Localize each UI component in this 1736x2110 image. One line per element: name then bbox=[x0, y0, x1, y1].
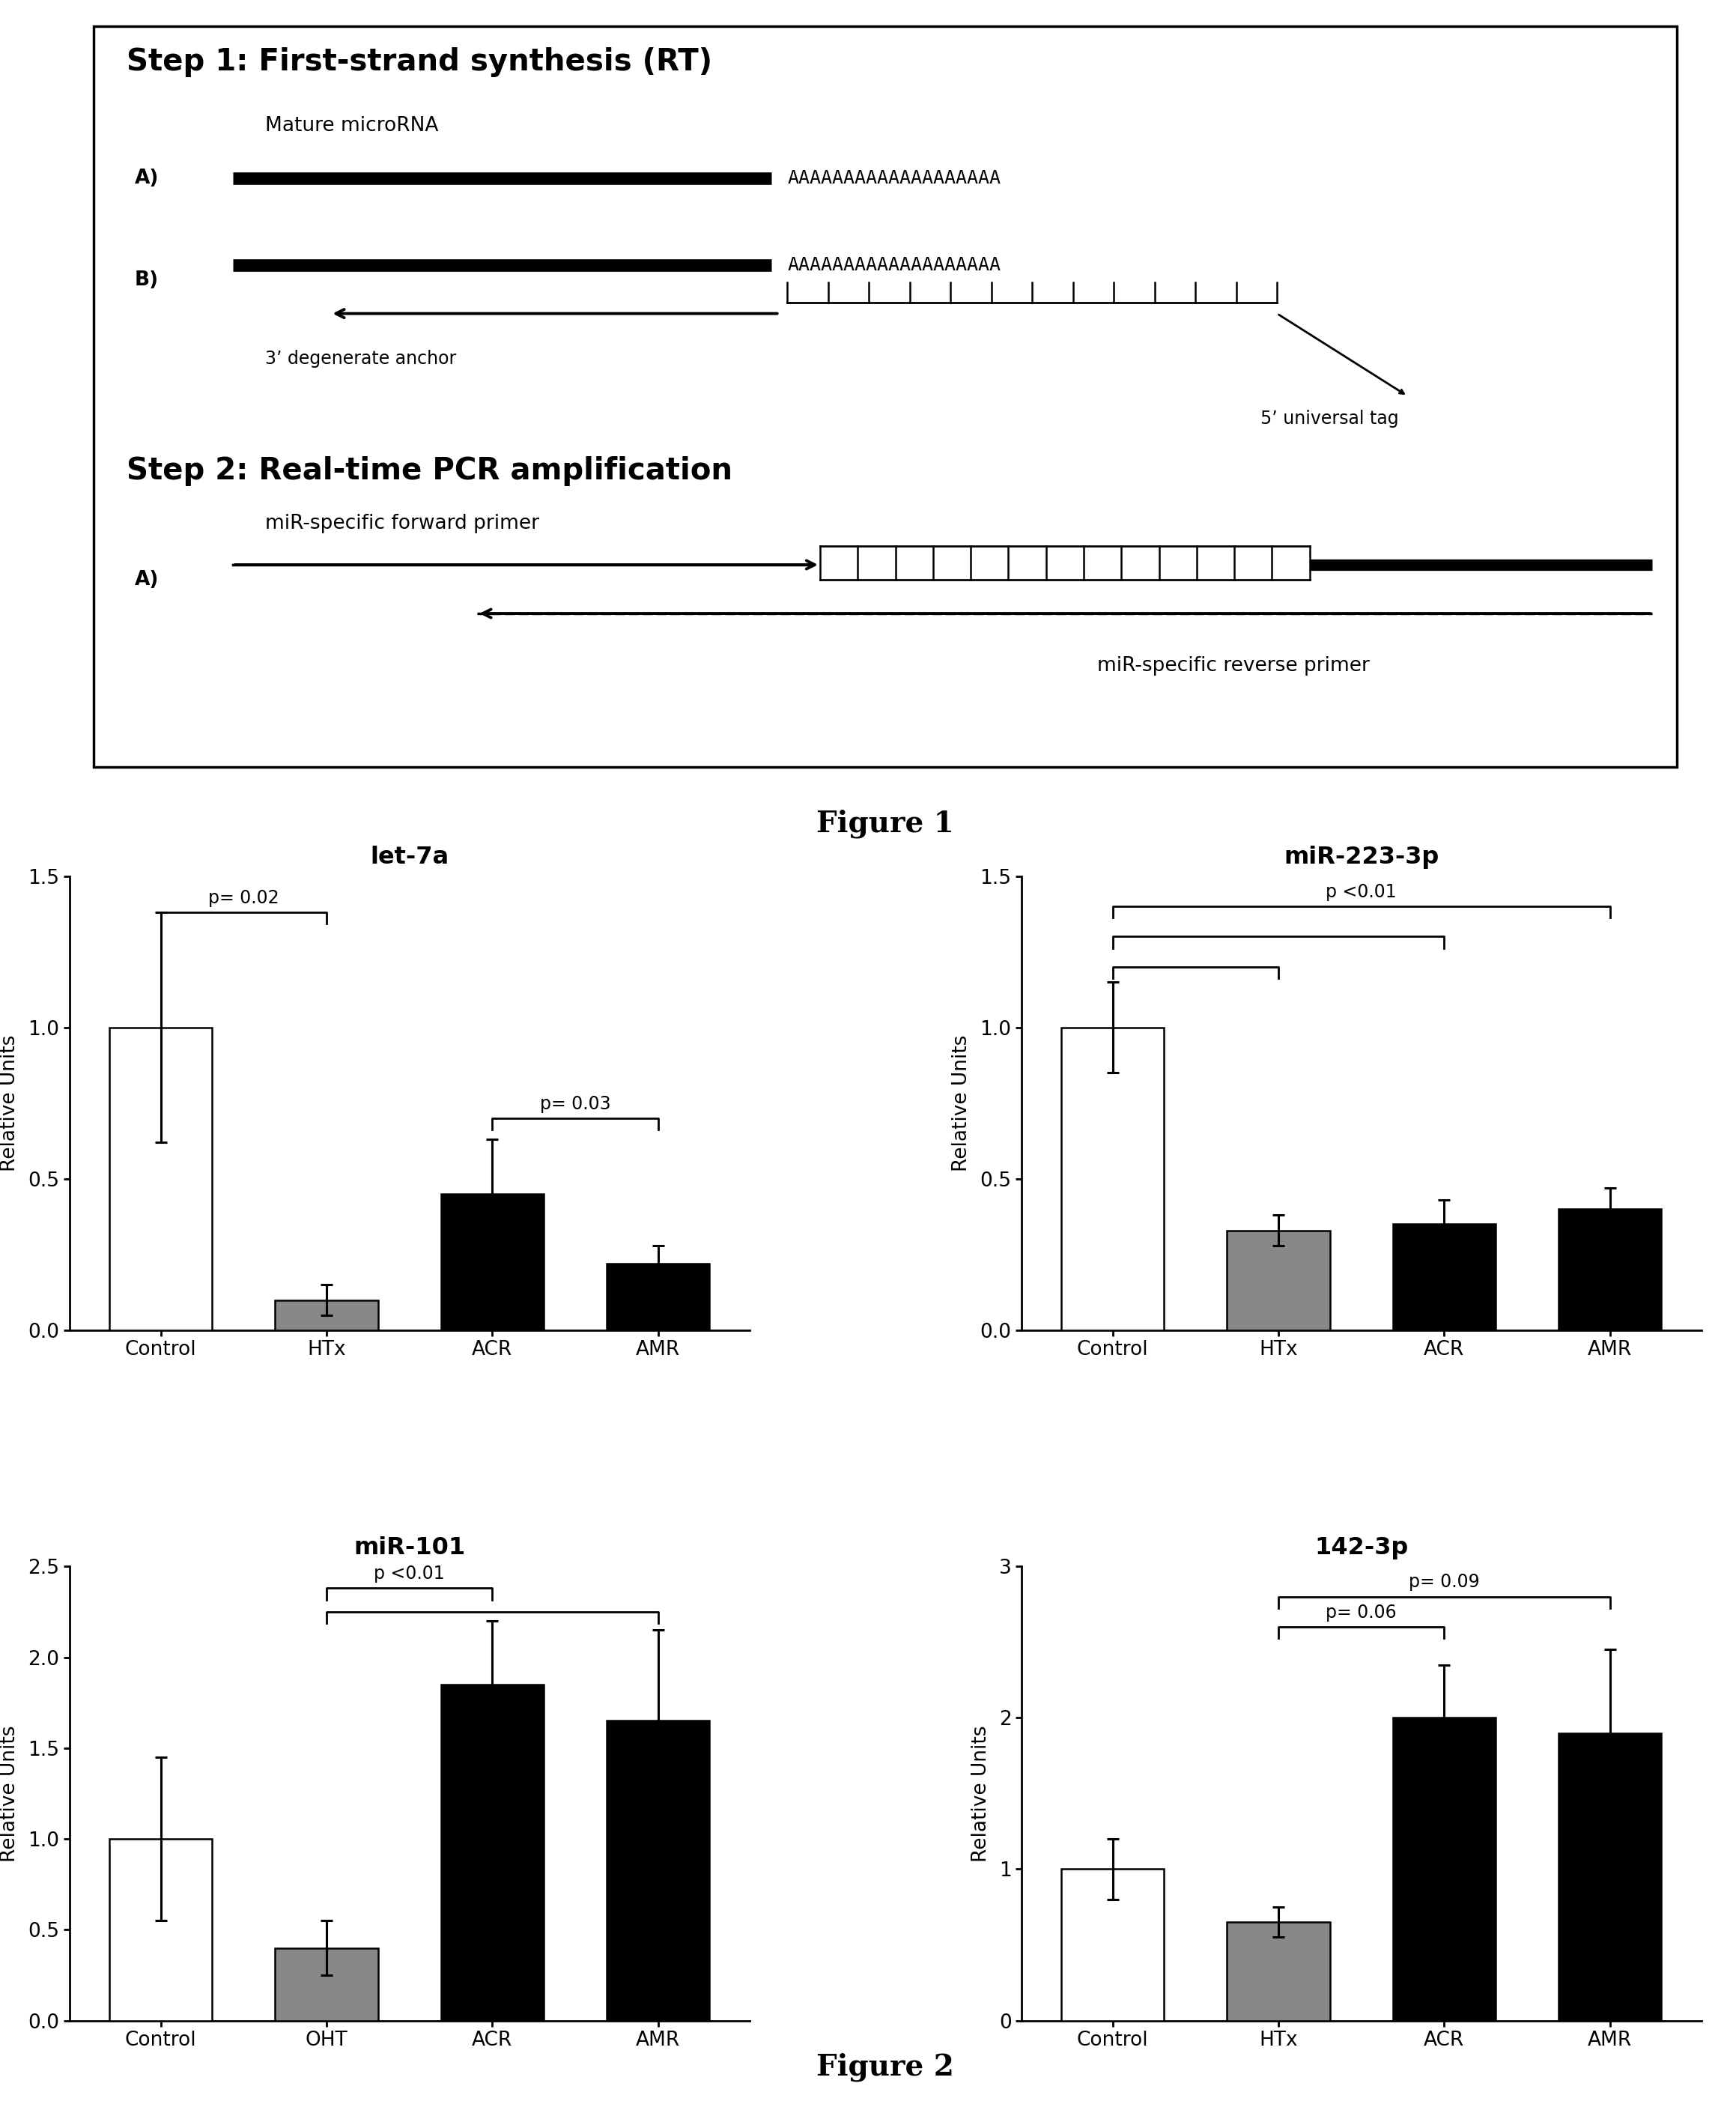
Bar bbox=[274, 1300, 378, 1329]
Bar bbox=[1227, 1922, 1330, 2021]
Text: B): B) bbox=[135, 270, 158, 289]
Y-axis label: Relative Units: Relative Units bbox=[953, 1034, 972, 1171]
Text: 3’ degenerate anchor: 3’ degenerate anchor bbox=[266, 350, 457, 367]
Text: p <0.01: p <0.01 bbox=[1326, 882, 1397, 901]
Bar bbox=[1392, 1224, 1496, 1329]
Bar bbox=[441, 1684, 543, 2021]
Text: Figure 1: Figure 1 bbox=[816, 808, 955, 838]
Bar bbox=[1061, 1869, 1163, 2021]
Text: p= 0.06: p= 0.06 bbox=[1326, 1604, 1397, 1620]
Text: AAAAAAAAAAAAAAAAAAA: AAAAAAAAAAAAAAAAAAA bbox=[788, 255, 1002, 274]
Text: miR-specific reverse primer: miR-specific reverse primer bbox=[1097, 656, 1370, 675]
Bar bbox=[1392, 1718, 1496, 2021]
Text: 5’ universal tag: 5’ universal tag bbox=[1260, 409, 1399, 428]
Bar bbox=[109, 1840, 212, 2021]
Text: A): A) bbox=[135, 570, 160, 589]
Text: A): A) bbox=[135, 169, 160, 188]
Text: p= 0.02: p= 0.02 bbox=[208, 888, 279, 907]
Title: let-7a: let-7a bbox=[370, 846, 450, 869]
Bar bbox=[1559, 1209, 1661, 1329]
Bar bbox=[274, 1948, 378, 2021]
Bar bbox=[109, 1028, 212, 1329]
FancyBboxPatch shape bbox=[94, 25, 1677, 768]
Y-axis label: Relative Units: Relative Units bbox=[0, 1034, 19, 1171]
Title: miR-101: miR-101 bbox=[354, 1536, 465, 1559]
Text: Mature microRNA: Mature microRNA bbox=[266, 116, 439, 135]
Bar bbox=[1227, 1230, 1330, 1329]
Title: 142-3p: 142-3p bbox=[1314, 1536, 1408, 1559]
Text: Step 2: Real-time PCR amplification: Step 2: Real-time PCR amplification bbox=[127, 456, 733, 485]
Bar bbox=[1061, 1028, 1163, 1329]
Bar bbox=[608, 1264, 710, 1329]
Text: p= 0.09: p= 0.09 bbox=[1410, 1574, 1479, 1591]
Text: miR-specific forward primer: miR-specific forward primer bbox=[266, 513, 540, 534]
Y-axis label: Relative Units: Relative Units bbox=[0, 1726, 19, 1861]
Bar bbox=[608, 1722, 710, 2021]
Y-axis label: Relative Units: Relative Units bbox=[970, 1726, 991, 1861]
Text: p <0.01: p <0.01 bbox=[373, 1566, 444, 1582]
Text: Figure 2: Figure 2 bbox=[816, 2053, 955, 2083]
Bar bbox=[1559, 1732, 1661, 2021]
Text: p= 0.03: p= 0.03 bbox=[540, 1095, 611, 1112]
Bar bbox=[441, 1194, 543, 1329]
Text: Step 1: First-strand synthesis (RT): Step 1: First-strand synthesis (RT) bbox=[127, 46, 712, 78]
Text: AAAAAAAAAAAAAAAAAAA: AAAAAAAAAAAAAAAAAAA bbox=[788, 169, 1002, 188]
Title: miR-223-3p: miR-223-3p bbox=[1283, 846, 1439, 869]
